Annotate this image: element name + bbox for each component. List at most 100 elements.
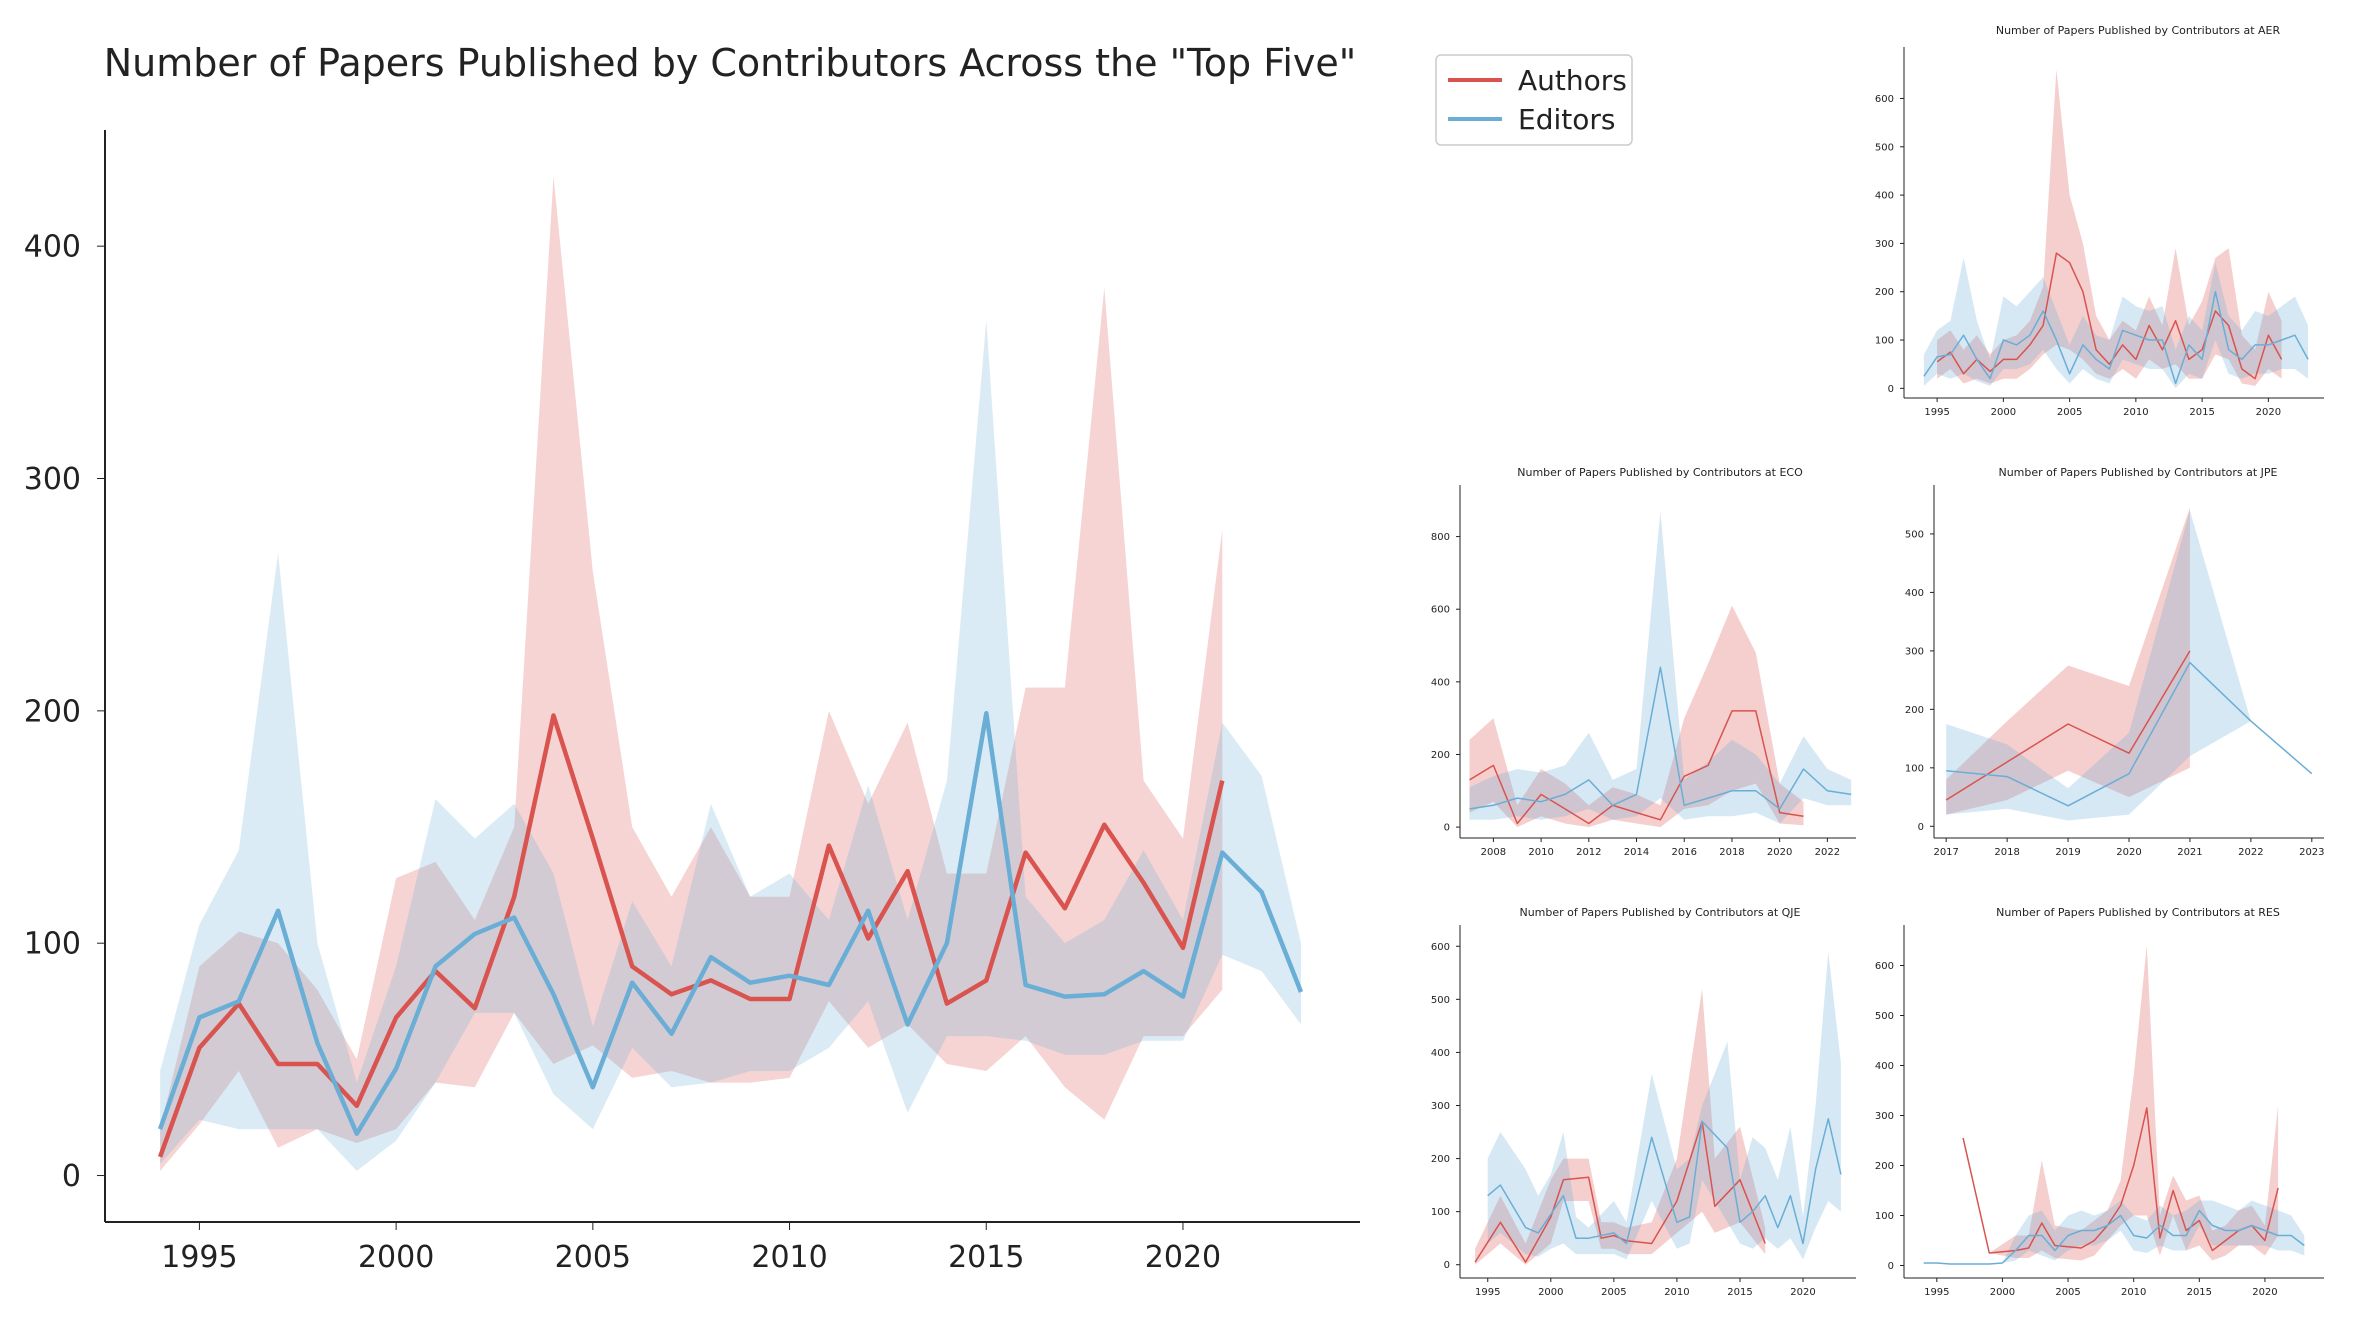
x-tick-label: 2020 xyxy=(2252,1287,2277,1298)
y-tick-label: 500 xyxy=(1431,995,1450,1006)
y-tick-label: 400 xyxy=(24,230,81,265)
x-tick-label: 1995 xyxy=(1924,1287,1949,1298)
chart-title: Number of Papers Published by Contributo… xyxy=(104,41,1357,85)
chart-panel-top-five: Number of Papers Published by Contributo… xyxy=(24,41,1360,1275)
x-tick-label: 2018 xyxy=(1719,847,1744,858)
x-tick-label: 2019 xyxy=(2055,847,2080,858)
legend-box xyxy=(1435,54,1633,146)
y-tick-label: 600 xyxy=(1875,961,1894,972)
y-tick-label: 500 xyxy=(1905,529,1924,540)
x-tick-label: 2010 xyxy=(1664,1287,1689,1298)
y-tick-label: 400 xyxy=(1875,191,1894,202)
chart-panel-jpe: Number of Papers Published by Contributo… xyxy=(1905,466,2325,858)
y-tick-label: 600 xyxy=(1431,605,1450,616)
editors-series-line xyxy=(1946,661,2313,807)
editors-series-line xyxy=(1469,666,1852,810)
chart-title: Number of Papers Published by Contributo… xyxy=(1996,906,2280,919)
y-tick-label: 400 xyxy=(1875,1061,1894,1072)
y-tick-label: 500 xyxy=(1875,142,1894,153)
x-tick-label: 2020 xyxy=(2116,847,2141,858)
x-tick-label: 2005 xyxy=(2055,1287,2080,1298)
editors-series-line xyxy=(1923,290,2309,385)
legend-label-authors: Authors xyxy=(1518,64,1627,97)
y-tick-label: 300 xyxy=(24,462,81,497)
y-tick-label: 200 xyxy=(1875,1161,1894,1172)
x-tick-label: 2022 xyxy=(2238,847,2263,858)
editors-confidence-band xyxy=(1487,951,1841,1260)
x-tick-label: 2012 xyxy=(1576,847,1601,858)
authors-confidence-band xyxy=(160,176,1223,1171)
y-tick-label: 0 xyxy=(62,1159,81,1194)
y-tick-label: 400 xyxy=(1431,677,1450,688)
x-tick-label: 2020 xyxy=(1767,847,1792,858)
x-tick-label: 2000 xyxy=(1538,1287,1563,1298)
y-tick-label: 100 xyxy=(1431,1207,1450,1218)
y-tick-label: 800 xyxy=(1431,532,1450,543)
x-tick-label: 2014 xyxy=(1624,847,1649,858)
chart-title: Number of Papers Published by Contributo… xyxy=(1996,24,2281,37)
x-tick-label: 2010 xyxy=(1528,847,1553,858)
editors-series-line xyxy=(1923,1209,2305,1265)
x-tick-label: 2017 xyxy=(1933,847,1958,858)
y-tick-label: 300 xyxy=(1905,646,1924,657)
x-tick-label: 2020 xyxy=(1145,1240,1221,1275)
editors-confidence-band xyxy=(1923,1200,2305,1264)
editors-series-line xyxy=(1487,1118,1842,1245)
legend-label-editors: Editors xyxy=(1518,103,1615,136)
y-tick-label: 600 xyxy=(1875,94,1894,105)
x-tick-label: 2016 xyxy=(1672,847,1697,858)
x-tick-label: 2020 xyxy=(1790,1287,1815,1298)
y-tick-label: 300 xyxy=(1875,239,1894,250)
y-tick-label: 400 xyxy=(1905,588,1924,599)
x-tick-label: 2010 xyxy=(2121,1287,2146,1298)
y-tick-label: 200 xyxy=(1875,287,1894,298)
x-tick-label: 2000 xyxy=(358,1240,434,1275)
chart-panel-aer: Number of Papers Published by Contributo… xyxy=(1875,24,2324,418)
editors-confidence-band xyxy=(1923,257,2309,389)
y-tick-label: 0 xyxy=(1918,822,1924,833)
y-tick-label: 600 xyxy=(1431,942,1450,953)
x-tick-label: 2008 xyxy=(1481,847,1506,858)
y-tick-label: 200 xyxy=(24,694,81,729)
chart-panel-qje: Number of Papers Published by Contributo… xyxy=(1431,906,1856,1298)
chart-legend: Authors Editors xyxy=(1435,54,1633,146)
chart-panel-res: Number of Papers Published by Contributo… xyxy=(1875,906,2324,1298)
chart-title: Number of Papers Published by Contributo… xyxy=(1517,466,1803,479)
y-tick-label: 0 xyxy=(1444,823,1450,834)
y-tick-label: 300 xyxy=(1875,1111,1894,1122)
y-tick-label: 400 xyxy=(1431,1048,1450,1059)
editors-series-line xyxy=(157,710,1304,1136)
x-tick-label: 2015 xyxy=(2187,1287,2212,1298)
editors-confidence-band xyxy=(1946,510,2312,821)
x-tick-label: 2005 xyxy=(2057,407,2082,418)
y-tick-label: 200 xyxy=(1431,750,1450,761)
x-tick-label: 2010 xyxy=(751,1240,827,1275)
y-tick-label: 0 xyxy=(1888,1261,1894,1272)
y-tick-label: 300 xyxy=(1431,1101,1450,1112)
x-tick-label: 2022 xyxy=(1815,847,1840,858)
y-tick-label: 500 xyxy=(1875,1011,1894,1022)
x-tick-label: 2010 xyxy=(2123,407,2148,418)
y-tick-label: 0 xyxy=(1888,384,1894,395)
y-tick-label: 200 xyxy=(1905,705,1924,716)
y-tick-label: 100 xyxy=(1875,1211,1894,1222)
x-tick-label: 2000 xyxy=(1991,407,2016,418)
authors-series-line xyxy=(1469,710,1804,825)
y-tick-label: 200 xyxy=(1431,1154,1450,1165)
x-tick-label: 2020 xyxy=(2256,407,2281,418)
x-tick-label: 2021 xyxy=(2177,847,2202,858)
x-tick-label: 2000 xyxy=(1990,1287,2015,1298)
x-tick-label: 2015 xyxy=(1727,1287,1752,1298)
x-tick-label: 1995 xyxy=(1475,1287,1500,1298)
y-tick-label: 0 xyxy=(1444,1260,1450,1271)
chart-title: Number of Papers Published by Contributo… xyxy=(1519,906,1800,919)
authors-series-line xyxy=(1474,1120,1766,1263)
chart-title: Number of Papers Published by Contributo… xyxy=(1998,466,2277,479)
y-tick-label: 100 xyxy=(1905,763,1924,774)
x-tick-label: 2015 xyxy=(948,1240,1024,1275)
x-tick-label: 2015 xyxy=(2189,407,2214,418)
x-tick-label: 1995 xyxy=(1924,407,1949,418)
authors-confidence-band xyxy=(1963,945,2279,1261)
x-tick-label: 2005 xyxy=(1601,1287,1626,1298)
